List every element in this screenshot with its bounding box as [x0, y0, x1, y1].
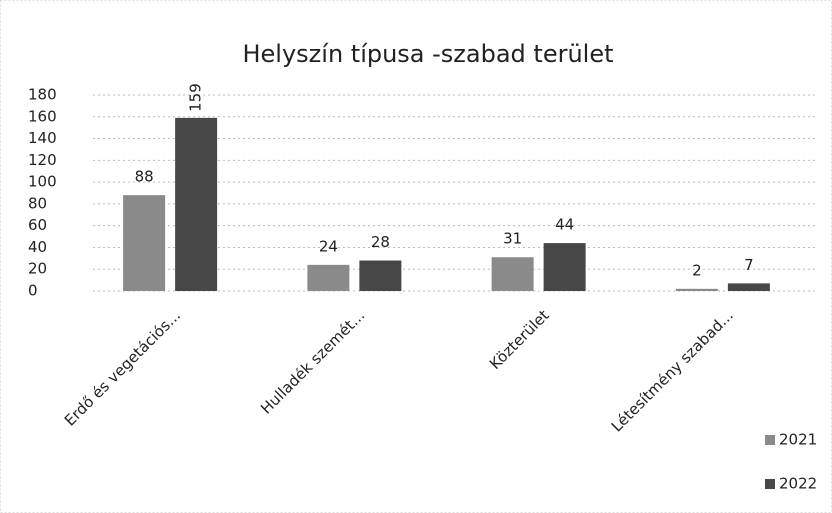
data-label: 88	[135, 168, 154, 186]
data-label: 24	[319, 237, 338, 255]
y-tick-label: 40	[28, 238, 47, 256]
data-label: 7	[744, 256, 754, 274]
bar	[727, 283, 770, 291]
y-tick-label: 160	[28, 107, 57, 125]
y-tick-label: 60	[28, 216, 47, 234]
data-label: 159	[187, 83, 205, 112]
y-tick-label: 140	[28, 129, 57, 147]
y-tick-label: 20	[28, 260, 47, 278]
legend-label: 2022	[779, 475, 817, 493]
bar	[175, 117, 218, 291]
bar	[359, 260, 402, 291]
legend-swatch	[765, 479, 775, 489]
bar	[543, 243, 586, 291]
y-tick-label: 80	[28, 194, 47, 212]
data-label: 44	[555, 216, 574, 234]
legend-label: 2021	[779, 431, 817, 449]
legend-swatch	[765, 435, 775, 445]
data-label: 31	[503, 230, 522, 248]
bar	[123, 195, 166, 291]
y-tick-label: 0	[28, 282, 38, 300]
chart-title: Helyszín típusa -szabad terület	[242, 40, 613, 68]
bar	[491, 257, 534, 291]
data-label: 2	[692, 261, 702, 279]
y-tick-label: 120	[28, 151, 57, 169]
y-tick-label: 100	[28, 173, 57, 191]
bar	[307, 264, 350, 291]
y-tick-label: 180	[28, 86, 57, 104]
bar	[675, 288, 718, 291]
data-label: 28	[371, 233, 390, 251]
